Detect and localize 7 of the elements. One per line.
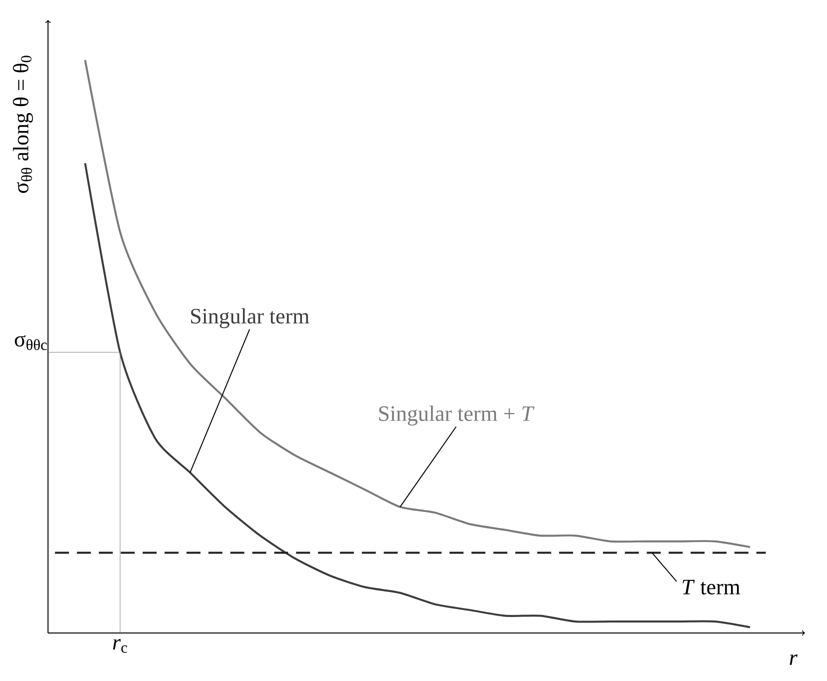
text: Singular term + T <box>379 406 534 426</box>
x-axis-title: r <box>790 654 798 665</box>
text: r$_{c}$ <box>113 639 128 653</box>
text: σ$_{θθc}$ <box>14 335 47 350</box>
y-axis-title: σ$_{θθ}$ along θ = θ$_{0}$ <box>12 56 33 193</box>
ref-line-label: T term <box>682 580 740 594</box>
text: Singular term <box>191 308 310 328</box>
